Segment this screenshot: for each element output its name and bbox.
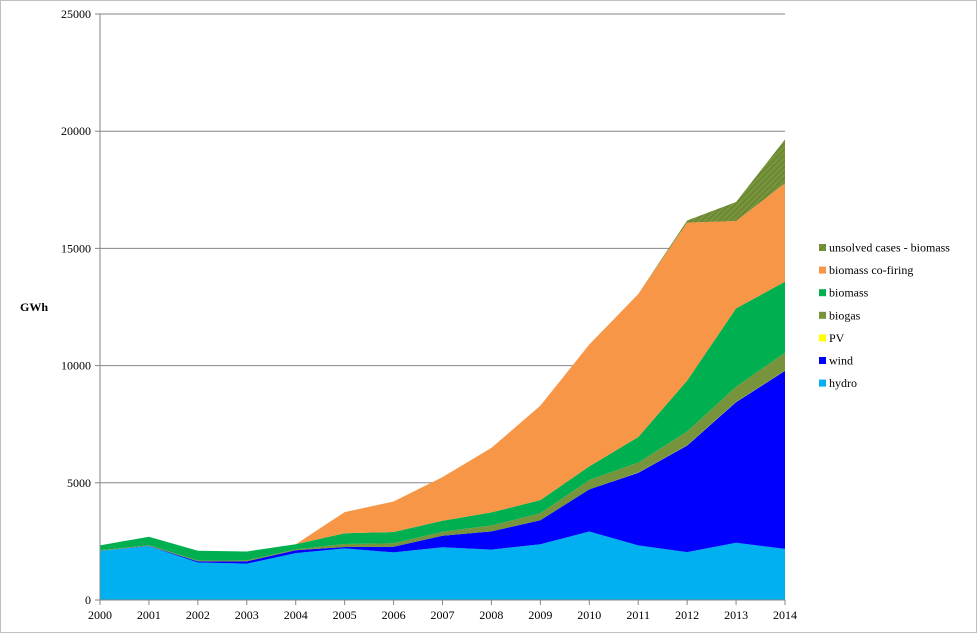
legend-label: biogas: [829, 308, 861, 322]
x-tick-label: 2004: [284, 608, 308, 622]
x-tick-label: 2014: [773, 608, 797, 622]
x-tick-label: 2001: [137, 608, 161, 622]
legend-item-wind: wind: [819, 354, 853, 368]
legend-label: unsolved cases - biomass: [829, 241, 950, 255]
x-tick-label: 2002: [186, 608, 210, 622]
x-tick-label: 2010: [577, 608, 601, 622]
x-tick-label: 2007: [431, 608, 455, 622]
legend-swatch: [819, 289, 826, 297]
y-axis-ticks: 0 5000 10000 15000 20000 25000: [61, 7, 100, 607]
legend-label: hydro: [829, 376, 857, 390]
y-tick-label: 5000: [67, 476, 91, 490]
x-tick-label: 2000: [88, 608, 112, 622]
legend-item-biogas: biogas: [819, 308, 861, 322]
area-biomass-co-firing: [100, 183, 785, 552]
x-tick-label: 2012: [675, 608, 699, 622]
legend-label: PV: [829, 331, 845, 345]
x-tick-label: 2009: [528, 608, 552, 622]
x-tick-label: 2005: [333, 608, 357, 622]
legend-label: biomass co-firing: [829, 263, 913, 277]
plot-area: [100, 139, 785, 600]
legend-swatch: [819, 357, 826, 364]
y-tick-label: 25000: [61, 7, 91, 21]
area-wind: [100, 370, 785, 564]
y-tick-label: 10000: [61, 359, 91, 373]
legend-item-biomass-co-firing: biomass co-firing: [819, 263, 913, 277]
legend-item-pv: PV: [819, 331, 845, 345]
y-tick-label: 0: [85, 593, 91, 607]
legend-item-biomass: biomass: [819, 286, 869, 300]
legend: unsolved cases - biomass biomass co-firin…: [819, 241, 950, 390]
legend-swatch: [819, 311, 826, 319]
x-axis-ticks: 2000 2001 2002 2003 2004 2005 2006 2007 2008 2009…: [88, 600, 797, 622]
legend-swatch: [819, 266, 826, 274]
area-hydro: [100, 531, 785, 600]
legend-label: biomass: [829, 286, 869, 300]
legend-item-hydro: hydro: [819, 376, 857, 390]
x-tick-label: 2011: [626, 608, 650, 622]
y-tick-label: 20000: [61, 124, 91, 138]
legend-swatch: [819, 244, 826, 251]
legend-swatch: [819, 334, 826, 342]
legend-item-unsolved-cases-biomass: unsolved cases - biomass: [819, 241, 950, 255]
y-axis-label: GWh: [20, 300, 48, 314]
x-tick-label: 2008: [479, 608, 503, 622]
y-tick-label: 15000: [61, 241, 91, 255]
area-biogas: [100, 352, 785, 562]
x-tick-label: 2013: [724, 608, 748, 622]
x-tick-label: 2006: [382, 608, 406, 622]
legend-swatch: [819, 379, 826, 387]
legend-label: wind: [829, 354, 853, 368]
x-tick-label: 2003: [235, 608, 259, 622]
